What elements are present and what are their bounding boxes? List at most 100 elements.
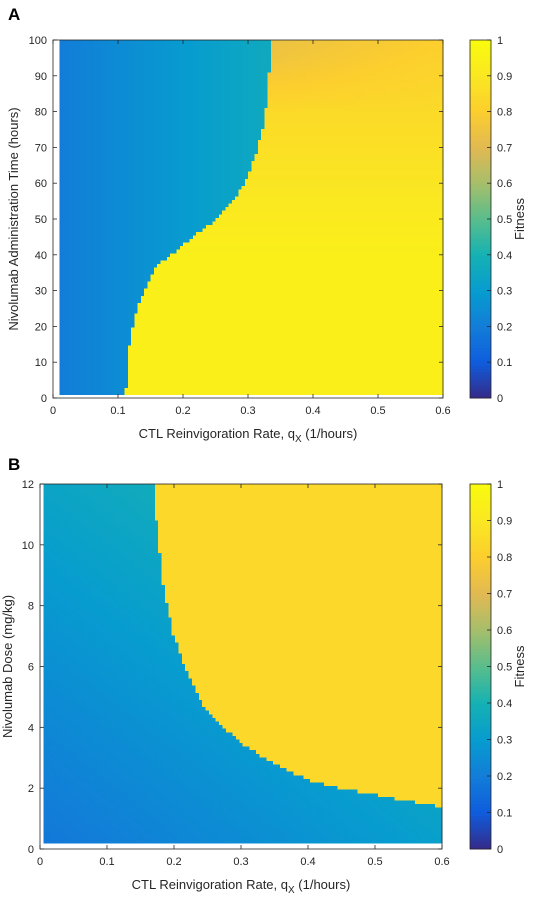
heatmap-cell xyxy=(85,348,90,353)
heatmap-cell xyxy=(85,327,90,332)
heatmap-cell xyxy=(280,327,285,332)
heatmap-cell xyxy=(257,344,262,349)
heatmap-cell xyxy=(326,355,330,360)
heatmap-cell xyxy=(280,376,285,381)
heatmap-cell xyxy=(238,390,243,396)
heatmap-cell xyxy=(290,319,295,325)
heatmap-cell xyxy=(183,334,187,339)
heatmap-cell xyxy=(326,373,330,378)
heatmap-cell xyxy=(173,341,178,346)
heatmap-cell xyxy=(267,387,272,392)
heatmap-cell xyxy=(274,380,278,385)
heatmap-cell xyxy=(296,383,301,388)
heatmap-cell xyxy=(205,369,210,374)
heatmap-cell xyxy=(127,376,132,381)
heatmap-cell xyxy=(348,387,353,392)
heatmap-cell xyxy=(205,390,210,396)
heatmap-cell xyxy=(374,341,379,346)
heatmap-cell xyxy=(374,316,379,321)
heatmap-cell xyxy=(335,358,340,364)
heatmap-cell xyxy=(277,327,282,332)
heatmap-cell xyxy=(257,351,262,357)
heatmap-cell xyxy=(153,319,158,325)
heatmap-cell xyxy=(384,327,389,332)
heatmap-cell xyxy=(355,358,360,364)
heatmap-cell xyxy=(404,323,408,328)
heatmap-cell xyxy=(332,312,337,318)
heatmap-cell xyxy=(423,387,428,392)
heatmap-cell xyxy=(326,319,330,325)
heatmap-cell xyxy=(410,358,415,364)
heatmap-cell xyxy=(430,373,434,378)
heatmap-cell xyxy=(342,358,347,364)
heatmap-cell xyxy=(163,366,168,371)
heatmap-cell xyxy=(140,358,145,364)
heatmap-cell xyxy=(345,383,350,388)
heatmap-cell xyxy=(111,351,116,357)
heatmap-cell xyxy=(407,337,412,342)
heatmap-cell xyxy=(267,341,272,346)
heatmap-cell xyxy=(407,387,412,392)
heatmap-cell xyxy=(423,323,428,328)
heatmap-cell xyxy=(264,316,269,321)
heatmap-cell xyxy=(137,344,142,349)
heatmap-cell xyxy=(69,316,74,321)
heatmap-cell xyxy=(391,380,395,385)
heatmap-cell xyxy=(134,319,139,325)
heatmap-cell xyxy=(98,362,103,367)
heatmap-cell xyxy=(358,380,363,385)
heatmap-cell xyxy=(342,376,347,381)
heatmap-cell xyxy=(69,390,74,396)
heatmap-cell xyxy=(355,383,360,388)
heatmap-cell xyxy=(121,319,126,325)
heatmap-cell xyxy=(111,390,116,396)
heatmap-cell xyxy=(69,383,74,388)
heatmap-cell xyxy=(339,366,343,371)
heatmap-cell xyxy=(423,362,428,367)
heatmap-cell xyxy=(98,351,103,357)
heatmap-cell xyxy=(257,387,262,392)
heatmap-cell xyxy=(189,334,194,339)
heatmap-cell xyxy=(439,341,444,346)
heatmap-cell xyxy=(101,390,106,396)
heatmap-cell xyxy=(176,383,181,388)
heatmap-cell xyxy=(267,319,272,325)
heatmap-cell xyxy=(397,330,402,335)
heatmap-cell xyxy=(270,344,275,349)
heatmap-cell xyxy=(124,366,129,371)
heatmap-cell xyxy=(105,319,109,325)
heatmap-cell xyxy=(283,383,288,388)
heatmap-cell xyxy=(144,319,148,325)
heatmap-cell xyxy=(329,316,334,321)
heatmap-cell xyxy=(296,344,301,349)
heatmap-cell xyxy=(339,312,343,318)
heatmap-cell xyxy=(371,380,376,385)
heatmap-cell xyxy=(92,362,96,367)
heatmap-cell xyxy=(66,319,70,325)
heatmap-cell xyxy=(413,383,418,388)
heatmap-cell xyxy=(147,380,152,385)
heatmap-cell xyxy=(160,316,165,321)
heatmap-cell xyxy=(147,312,152,318)
heatmap-cell xyxy=(270,348,275,353)
heatmap-cell xyxy=(98,358,103,364)
heatmap-cell xyxy=(400,319,405,325)
heatmap-cell xyxy=(280,337,285,342)
heatmap-cell xyxy=(170,383,174,388)
heatmap-cell xyxy=(209,319,213,325)
heatmap-cell xyxy=(274,334,278,339)
heatmap-cell xyxy=(384,337,389,342)
heatmap-cell xyxy=(202,366,207,371)
heatmap-cell xyxy=(287,376,291,381)
heatmap-cell xyxy=(205,319,210,325)
heatmap-cell xyxy=(417,341,421,346)
heatmap-cell xyxy=(101,337,106,342)
heatmap-cell xyxy=(85,319,90,325)
heatmap-cell xyxy=(436,316,441,321)
heatmap-cell xyxy=(296,312,301,318)
heatmap-cell xyxy=(407,369,412,374)
heatmap-cell xyxy=(137,327,142,332)
heatmap-cell xyxy=(72,316,77,321)
heatmap-cell xyxy=(365,330,369,335)
heatmap-cell xyxy=(404,344,408,349)
